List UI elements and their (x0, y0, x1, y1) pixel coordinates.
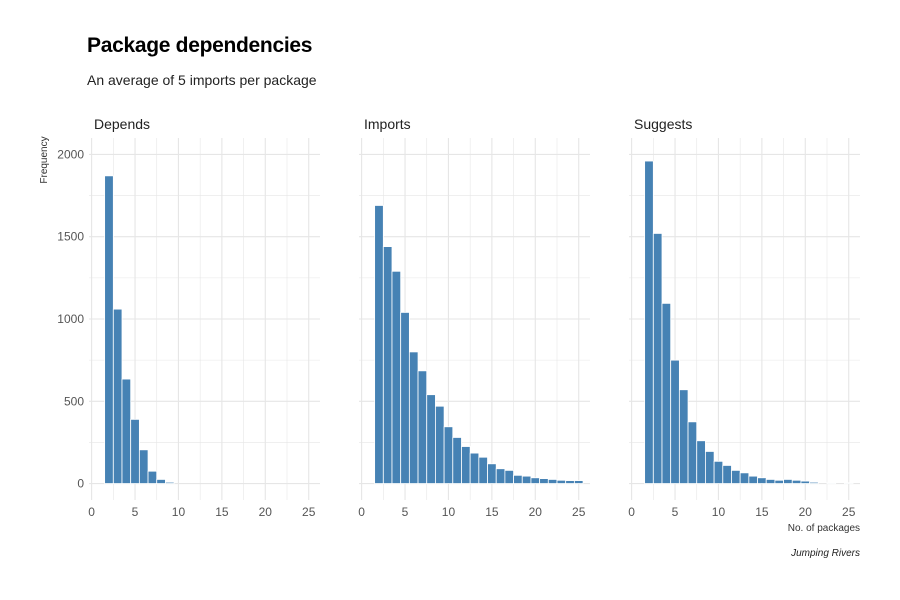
x-tick-label: 25 (842, 505, 856, 519)
bar-depends-7 (147, 470, 158, 484)
bar-imports-14 (478, 456, 488, 484)
facet-label-depends: Depends (94, 116, 150, 132)
y-axis-title: Frequency (39, 136, 50, 183)
x-tick-label: 15 (755, 505, 769, 519)
bar-suggests-3 (652, 233, 663, 484)
bar-imports-21 (539, 478, 549, 484)
x-tick-label: 10 (442, 505, 456, 519)
x-tick-label: 20 (259, 505, 273, 519)
x-tick-label: 15 (485, 505, 499, 519)
bar-suggests-18 (783, 479, 793, 484)
bar-suggests-20 (800, 480, 811, 484)
y-tick-label: 2000 (57, 147, 84, 161)
bar-suggests-11 (722, 465, 732, 484)
x-tick-label: 15 (215, 505, 229, 519)
y-tick-label: 1500 (57, 230, 84, 244)
bar-imports-13 (469, 452, 480, 484)
x-axis-title: No. of packages (788, 523, 860, 534)
bar-imports-3 (382, 246, 393, 484)
y-tick-label: 0 (77, 477, 84, 491)
bar-imports-18 (513, 474, 523, 484)
bar-imports-9 (435, 405, 445, 484)
x-tick-label: 0 (88, 505, 95, 519)
bar-imports-6 (408, 351, 419, 484)
bar-suggests-6 (678, 389, 689, 484)
bar-suggests-2 (644, 160, 654, 484)
facet-label-suggests: Suggests (634, 116, 692, 132)
bar-imports-15 (487, 463, 497, 484)
facet-label-imports: Imports (364, 116, 411, 132)
bar-suggests-5 (670, 359, 680, 484)
bar-depends-9 (165, 481, 175, 484)
bar-suggests-16 (765, 479, 776, 484)
x-tick-label: 10 (172, 505, 186, 519)
bar-imports-10 (443, 426, 454, 484)
bar-imports-25 (573, 480, 584, 484)
chart-caption: Jumping Rivers (790, 548, 860, 559)
x-tick-label: 25 (302, 505, 316, 519)
x-tick-label: 25 (572, 505, 586, 519)
bar-suggests-10 (713, 460, 724, 484)
bar-suggests-12 (731, 469, 741, 484)
bar-depends-3 (112, 308, 123, 484)
bar-imports-8 (426, 394, 436, 484)
bar-depends-8 (156, 479, 166, 484)
x-tick-label: 20 (529, 505, 543, 519)
bar-imports-20 (530, 477, 541, 484)
chart-title: Package dependencies (87, 34, 313, 57)
y-tick-label: 500 (64, 394, 84, 408)
x-tick-label: 0 (628, 505, 635, 519)
bar-suggests-13 (739, 472, 750, 484)
bar-imports-4 (391, 270, 402, 484)
bar-imports-16 (495, 468, 506, 484)
bar-imports-19 (521, 475, 532, 484)
bar-suggests-9 (705, 451, 715, 484)
bar-suggests-4 (661, 302, 672, 484)
x-tick-label: 5 (672, 505, 679, 519)
x-tick-label: 5 (132, 505, 139, 519)
bar-suggests-15 (757, 477, 767, 484)
bar-imports-7 (417, 370, 428, 484)
bar-imports-23 (556, 479, 567, 484)
chart-subtitle: An average of 5 imports per package (87, 72, 317, 88)
bar-depends-2 (104, 175, 114, 484)
facet-suggests: Suggests 0 5 10 15 20 25 (628, 116, 860, 519)
bar-imports-11 (452, 437, 462, 484)
bar-suggests-21 (809, 481, 819, 484)
bar-depends-5 (130, 418, 140, 484)
bar-depends-6 (138, 449, 149, 484)
x-tick-label: 0 (358, 505, 365, 519)
bar-imports-5 (400, 312, 410, 484)
x-tick-label: 5 (402, 505, 409, 519)
x-tick-label: 10 (712, 505, 726, 519)
facet-imports: Imports 0 5 10 15 20 25 (358, 116, 590, 519)
bar-imports-2 (374, 205, 384, 484)
bar-depends-4 (121, 378, 132, 484)
x-tick-label: 20 (799, 505, 813, 519)
bar-suggests-17 (774, 479, 784, 484)
bar-suggests-8 (696, 440, 706, 484)
bar-imports-22 (547, 479, 558, 484)
bar-imports-17 (504, 469, 514, 484)
facet-depends: Depends 0 5 10 15 20 25 (88, 116, 320, 519)
bar-suggests-14 (748, 475, 758, 484)
bar-imports-12 (461, 446, 471, 484)
y-tick-label: 1000 (57, 312, 84, 326)
bar-suggests-23 (826, 482, 837, 484)
bar-suggests-7 (687, 421, 698, 484)
bar-suggests-25 (843, 482, 854, 484)
bar-imports-24 (565, 480, 575, 484)
bar-suggests-19 (791, 479, 802, 484)
